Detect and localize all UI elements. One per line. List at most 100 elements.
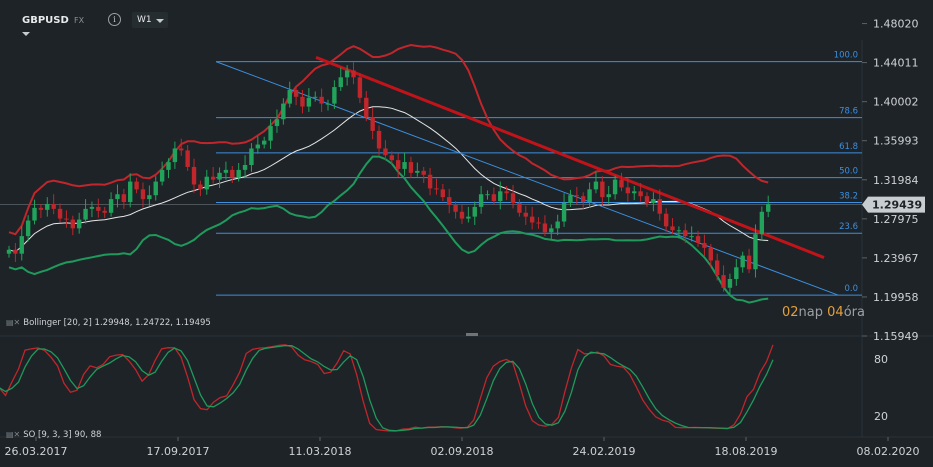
candle-body bbox=[702, 242, 707, 248]
candle-body bbox=[108, 199, 114, 213]
candle-body bbox=[6, 249, 12, 254]
candle-body bbox=[76, 219, 82, 229]
current-price-marker bbox=[862, 196, 925, 213]
candle-body bbox=[415, 170, 420, 173]
candle-body bbox=[632, 191, 637, 194]
candle-body bbox=[504, 191, 509, 194]
candle-body bbox=[402, 162, 407, 169]
settings-icon[interactable]: ▤✕ bbox=[6, 318, 21, 327]
candle-body bbox=[766, 203, 771, 212]
timeframe-selector[interactable]: W1 bbox=[132, 12, 168, 28]
y-tick-label: 1.44011 bbox=[873, 57, 919, 70]
candle-body bbox=[721, 275, 726, 288]
candle-body bbox=[293, 89, 299, 97]
candle-body bbox=[581, 196, 586, 203]
candle-body bbox=[357, 77, 363, 98]
candle-body bbox=[153, 181, 158, 196]
candle-body bbox=[383, 148, 388, 156]
candle-body bbox=[651, 199, 656, 204]
candle-body bbox=[121, 194, 127, 203]
y-tick-label: 1.31984 bbox=[873, 174, 919, 187]
candle-body bbox=[325, 103, 331, 105]
candle-body bbox=[517, 203, 522, 213]
candle-body bbox=[364, 97, 369, 118]
candle-countdown: 02nap 04óra bbox=[782, 305, 865, 320]
candle-body bbox=[45, 203, 50, 210]
candle-body bbox=[57, 208, 63, 219]
candle-body bbox=[612, 179, 618, 195]
candle-body bbox=[523, 212, 528, 217]
candle-body bbox=[185, 150, 190, 167]
candle-body bbox=[683, 230, 688, 237]
candle-body bbox=[663, 213, 669, 227]
candle-body bbox=[746, 255, 752, 270]
symbol-dropdown-icon[interactable] bbox=[22, 32, 30, 36]
candle-body bbox=[344, 70, 350, 78]
countdown-days: 02 bbox=[782, 305, 799, 320]
y-tick-label: 1.27975 bbox=[873, 213, 919, 226]
x-tick-label: 17.09.2017 bbox=[147, 445, 210, 458]
candle-body bbox=[159, 169, 165, 182]
candle-body bbox=[542, 223, 548, 233]
candle-body bbox=[727, 278, 733, 288]
candle-body bbox=[242, 165, 248, 170]
countdown-days-label: nap bbox=[798, 305, 824, 320]
candle-body bbox=[179, 148, 184, 151]
candle-body bbox=[676, 230, 682, 232]
candle-body bbox=[140, 189, 146, 200]
candle-body bbox=[96, 206, 101, 211]
candle-body bbox=[453, 204, 458, 212]
candle-body bbox=[619, 179, 624, 188]
candle-body bbox=[389, 155, 394, 161]
candle-body bbox=[606, 194, 611, 198]
candle-body bbox=[759, 211, 765, 235]
candle-body bbox=[466, 216, 471, 219]
candle-body bbox=[19, 236, 24, 254]
symbol-label[interactable]: GBPUSD bbox=[22, 15, 69, 26]
info-icon[interactable]: i bbox=[108, 13, 121, 26]
y-tick-label: 1.40002 bbox=[873, 96, 919, 109]
fib-level-label: 23.6 bbox=[839, 222, 858, 232]
candle-body bbox=[510, 193, 516, 204]
candle-body bbox=[319, 96, 324, 104]
candle-body bbox=[262, 140, 267, 145]
candle-body bbox=[447, 197, 452, 205]
candle-body bbox=[134, 181, 139, 190]
candle-body bbox=[714, 260, 720, 276]
market-label: FX bbox=[74, 16, 85, 25]
candle-body bbox=[440, 189, 446, 198]
candle-body bbox=[657, 199, 662, 214]
candle-body bbox=[529, 216, 535, 223]
timeframe-label: W1 bbox=[137, 15, 152, 25]
candle-body bbox=[485, 194, 490, 196]
candle-body bbox=[268, 126, 273, 141]
panel-resize-handle[interactable] bbox=[466, 333, 478, 336]
stochastic-label: SO [9, 3, 3] 90, 88 bbox=[23, 430, 102, 440]
candle-body bbox=[593, 181, 599, 190]
fib-level-label: 38.2 bbox=[839, 192, 858, 202]
candle-body bbox=[115, 194, 120, 200]
candle-body bbox=[434, 188, 439, 190]
settings-icon[interactable]: ▤✕ bbox=[6, 430, 21, 439]
candle-body bbox=[395, 160, 401, 169]
countdown-hours: 04 bbox=[827, 305, 844, 320]
x-tick-label: 26.03.2017 bbox=[5, 445, 68, 458]
candle-body bbox=[491, 194, 497, 202]
x-tick-label: 11.03.2018 bbox=[289, 445, 352, 458]
so-tick-label: 80 bbox=[874, 353, 888, 366]
candle-body bbox=[83, 208, 88, 220]
candle-body bbox=[549, 228, 554, 233]
bollinger-lower-band bbox=[8, 155, 769, 304]
candle-body bbox=[191, 166, 197, 185]
bollinger-upper-band bbox=[8, 43, 769, 236]
candle-body bbox=[13, 249, 18, 254]
candle-body bbox=[223, 169, 229, 173]
candle-body bbox=[734, 267, 739, 279]
chart-header: GBPUSD FX i W1 bbox=[0, 0, 933, 40]
candle-body bbox=[32, 207, 37, 221]
candle-body bbox=[128, 181, 133, 203]
candle-body bbox=[561, 203, 567, 222]
candle-body bbox=[217, 172, 222, 180]
fib-level-label: 100.0 bbox=[834, 51, 858, 61]
